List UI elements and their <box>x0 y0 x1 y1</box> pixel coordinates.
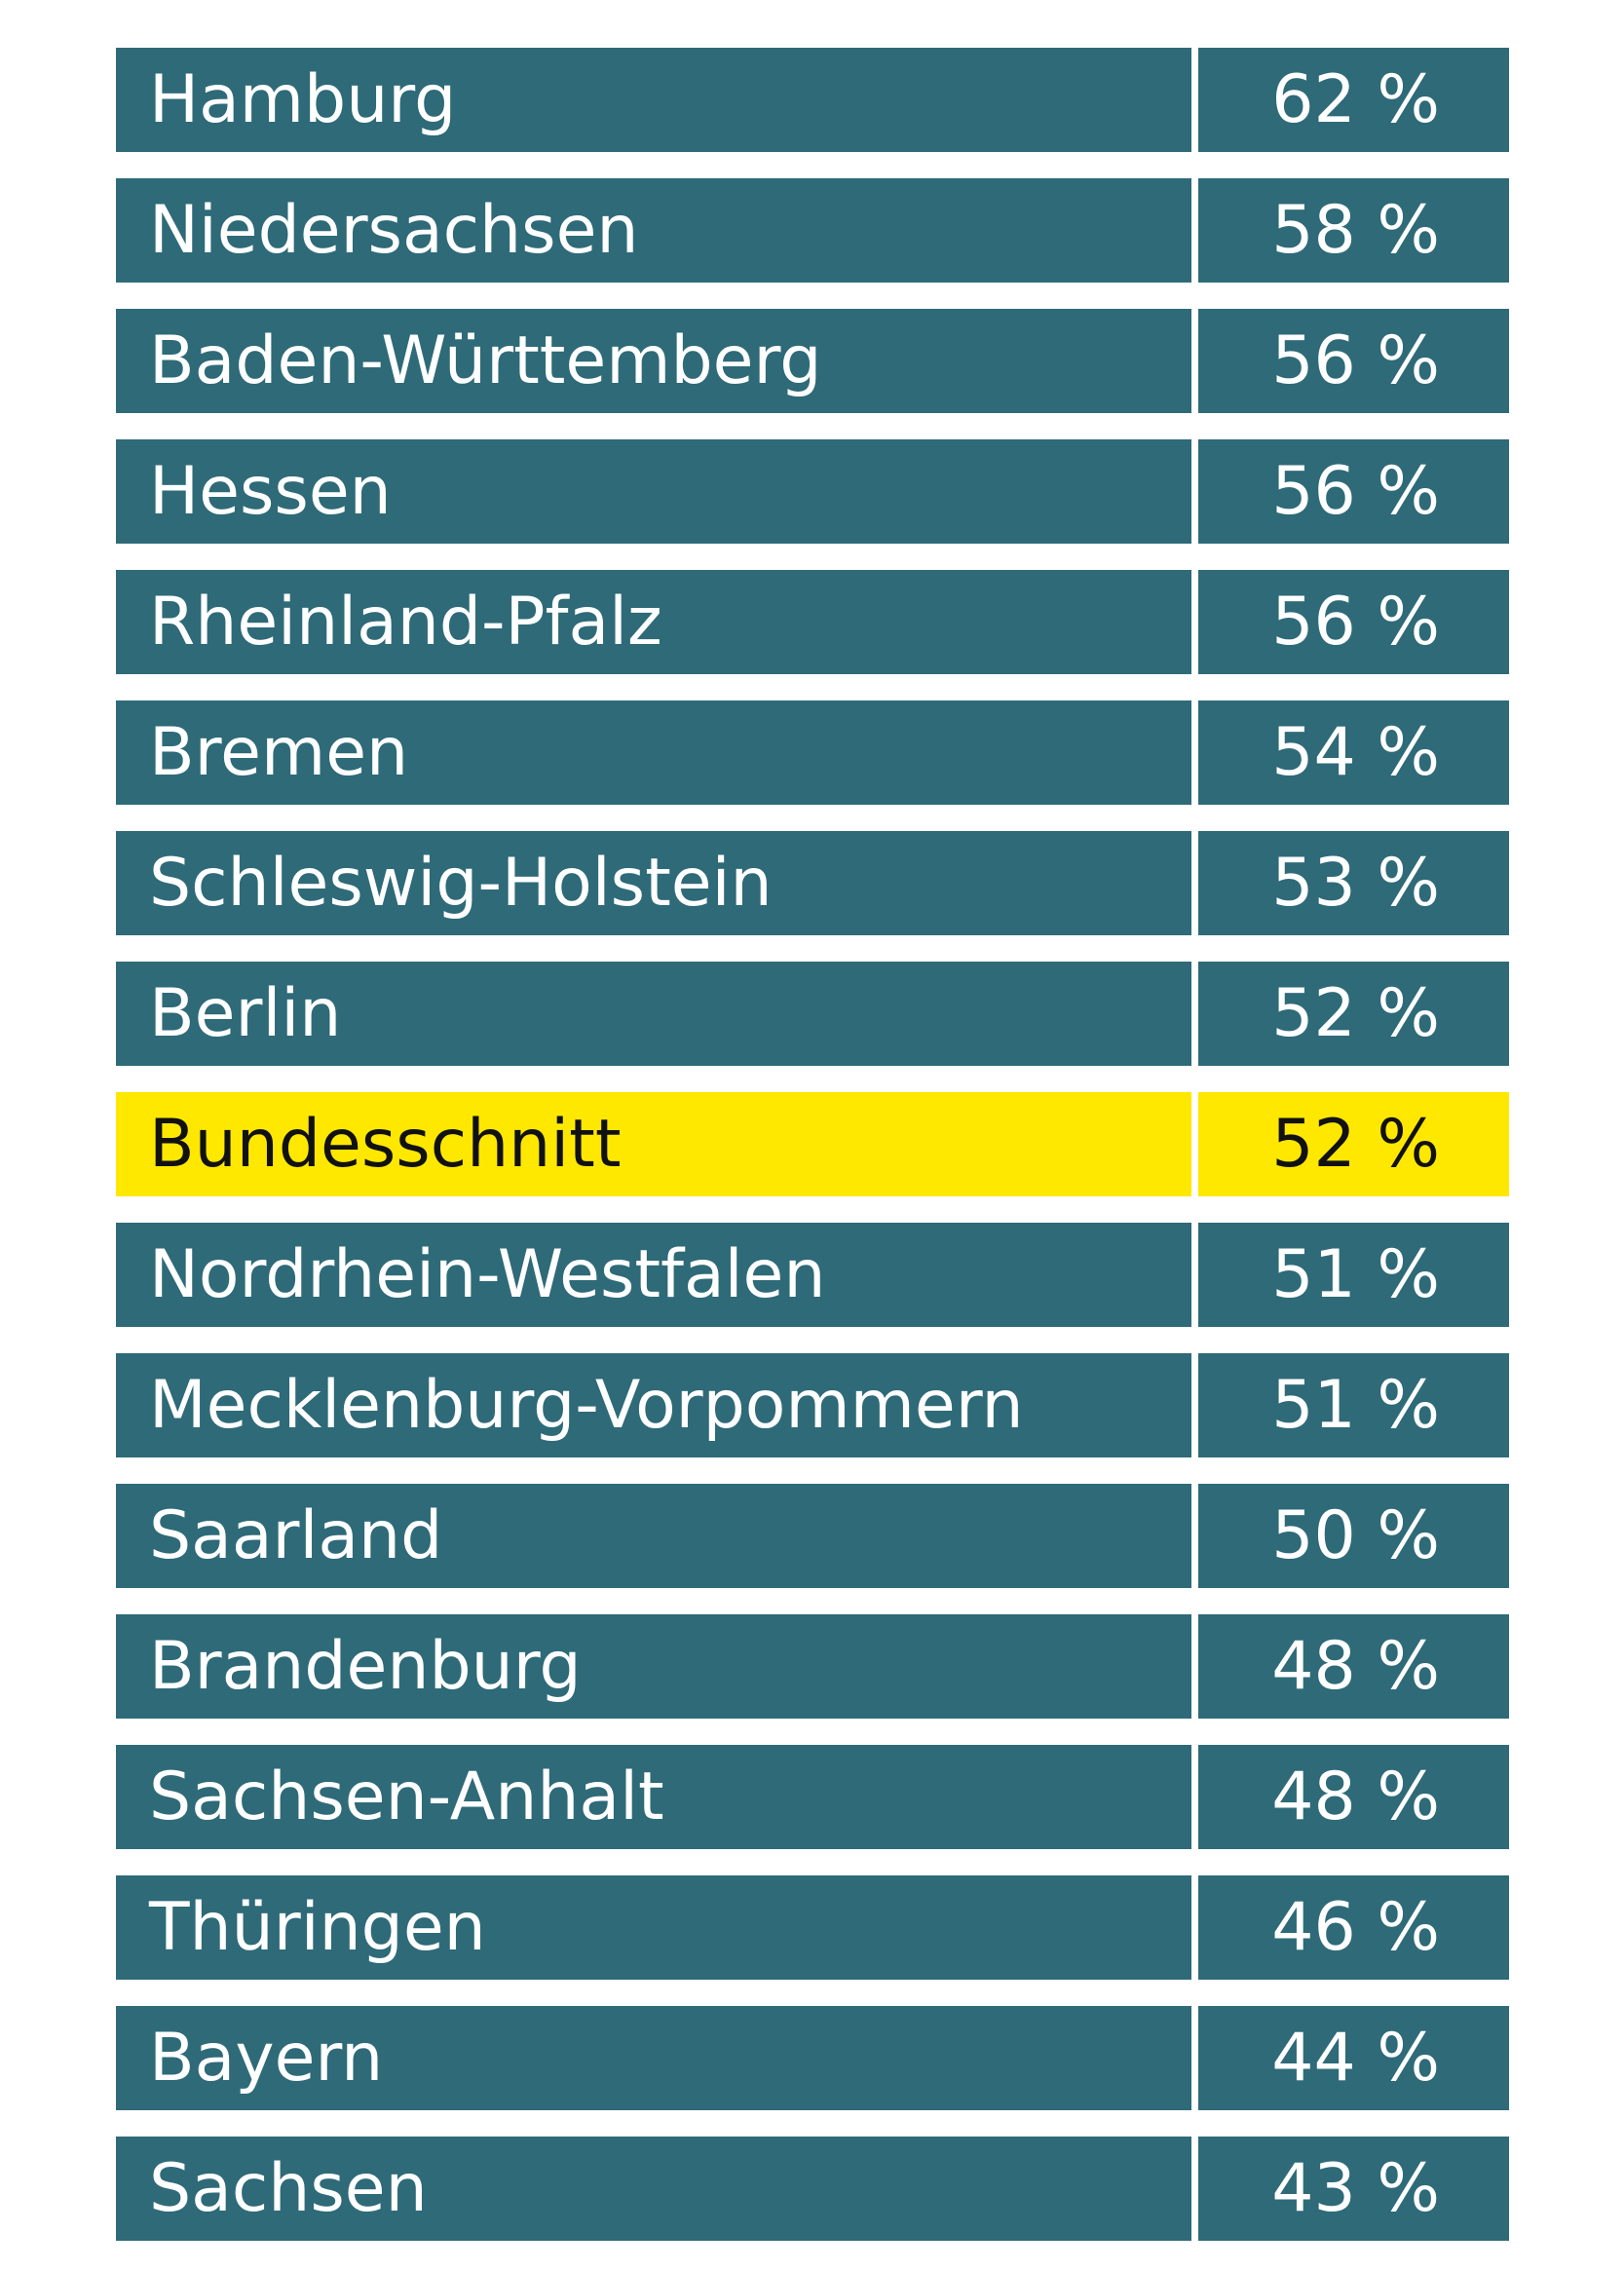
table-row-average: Bundesschnitt 52 % <box>116 1092 1509 1196</box>
table-row: Hessen 56 % <box>116 439 1509 544</box>
percentage-cell: 51 % <box>1198 1353 1509 1457</box>
percentage-cell: 52 % <box>1198 962 1509 1066</box>
cell-divider <box>1191 962 1198 1066</box>
table-row: Niedersachsen 58 % <box>116 178 1509 283</box>
percentage-cell: 44 % <box>1198 2006 1509 2110</box>
percentage-cell: 50 % <box>1198 1484 1509 1588</box>
cell-divider <box>1191 1092 1198 1196</box>
cell-divider <box>1191 1223 1198 1327</box>
cell-divider <box>1191 700 1198 805</box>
percentage-cell: 46 % <box>1198 1875 1509 1980</box>
state-name-cell: Nordrhein-Westfalen <box>116 1223 1191 1327</box>
cell-divider <box>1191 439 1198 544</box>
table-row: Berlin 52 % <box>116 962 1509 1066</box>
table-row: Baden-Württemberg 56 % <box>116 309 1509 413</box>
state-name-cell: Berlin <box>116 962 1191 1066</box>
state-name-cell: Schleswig-Holstein <box>116 831 1191 935</box>
state-name-cell: Bremen <box>116 700 1191 805</box>
percentage-cell: 48 % <box>1198 1745 1509 1849</box>
percentage-cell: 56 % <box>1198 570 1509 674</box>
cell-divider <box>1191 309 1198 413</box>
state-name-cell: Saarland <box>116 1484 1191 1588</box>
table-row: Saarland 50 % <box>116 1484 1509 1588</box>
cell-divider <box>1191 178 1198 283</box>
state-name-cell: Thüringen <box>116 1875 1191 1980</box>
state-name-cell: Baden-Württemberg <box>116 309 1191 413</box>
cell-divider <box>1191 570 1198 674</box>
percentage-cell: 53 % <box>1198 831 1509 935</box>
state-name-cell: Brandenburg <box>116 1614 1191 1719</box>
table-row: Sachsen-Anhalt 48 % <box>116 1745 1509 1849</box>
percentage-cell: 58 % <box>1198 178 1509 283</box>
cell-divider <box>1191 1484 1198 1588</box>
state-name-cell: Hessen <box>116 439 1191 544</box>
table-row: Hamburg 62 % <box>116 48 1509 152</box>
state-name-cell: Sachsen <box>116 2137 1191 2241</box>
state-name-cell: Bayern <box>116 2006 1191 2110</box>
cell-divider <box>1191 1614 1198 1719</box>
percentage-cell: 51 % <box>1198 1223 1509 1327</box>
state-name-cell: Bundesschnitt <box>116 1092 1191 1196</box>
cell-divider <box>1191 2137 1198 2241</box>
percentage-cell: 56 % <box>1198 439 1509 544</box>
table-row: Schleswig-Holstein 53 % <box>116 831 1509 935</box>
percentage-cell: 56 % <box>1198 309 1509 413</box>
cell-divider <box>1191 2006 1198 2110</box>
cell-divider <box>1191 1353 1198 1457</box>
table-row: Mecklenburg-Vorpommern 51 % <box>116 1353 1509 1457</box>
table-row: Thüringen 46 % <box>116 1875 1509 1980</box>
table-row: Nordrhein-Westfalen 51 % <box>116 1223 1509 1327</box>
percentage-cell: 54 % <box>1198 700 1509 805</box>
table-row: Bayern 44 % <box>116 2006 1509 2110</box>
cell-divider <box>1191 1745 1198 1849</box>
state-name-cell: Hamburg <box>116 48 1191 152</box>
state-name-cell: Mecklenburg-Vorpommern <box>116 1353 1191 1457</box>
table-row: Brandenburg 48 % <box>116 1614 1509 1719</box>
cell-divider <box>1191 48 1198 152</box>
percentage-cell: 48 % <box>1198 1614 1509 1719</box>
percentage-cell: 52 % <box>1198 1092 1509 1196</box>
table-row: Sachsen 43 % <box>116 2137 1509 2241</box>
percentage-cell: 43 % <box>1198 2137 1509 2241</box>
state-name-cell: Niedersachsen <box>116 178 1191 283</box>
percentage-cell: 62 % <box>1198 48 1509 152</box>
table-row: Rheinland-Pfalz 56 % <box>116 570 1509 674</box>
cell-divider <box>1191 831 1198 935</box>
state-ranking-table: Hamburg 62 % Niedersachsen 58 % Baden-Württe… <box>116 48 1509 2267</box>
state-name-cell: Sachsen-Anhalt <box>116 1745 1191 1849</box>
state-name-cell: Rheinland-Pfalz <box>116 570 1191 674</box>
table-row: Bremen 54 % <box>116 700 1509 805</box>
cell-divider <box>1191 1875 1198 1980</box>
